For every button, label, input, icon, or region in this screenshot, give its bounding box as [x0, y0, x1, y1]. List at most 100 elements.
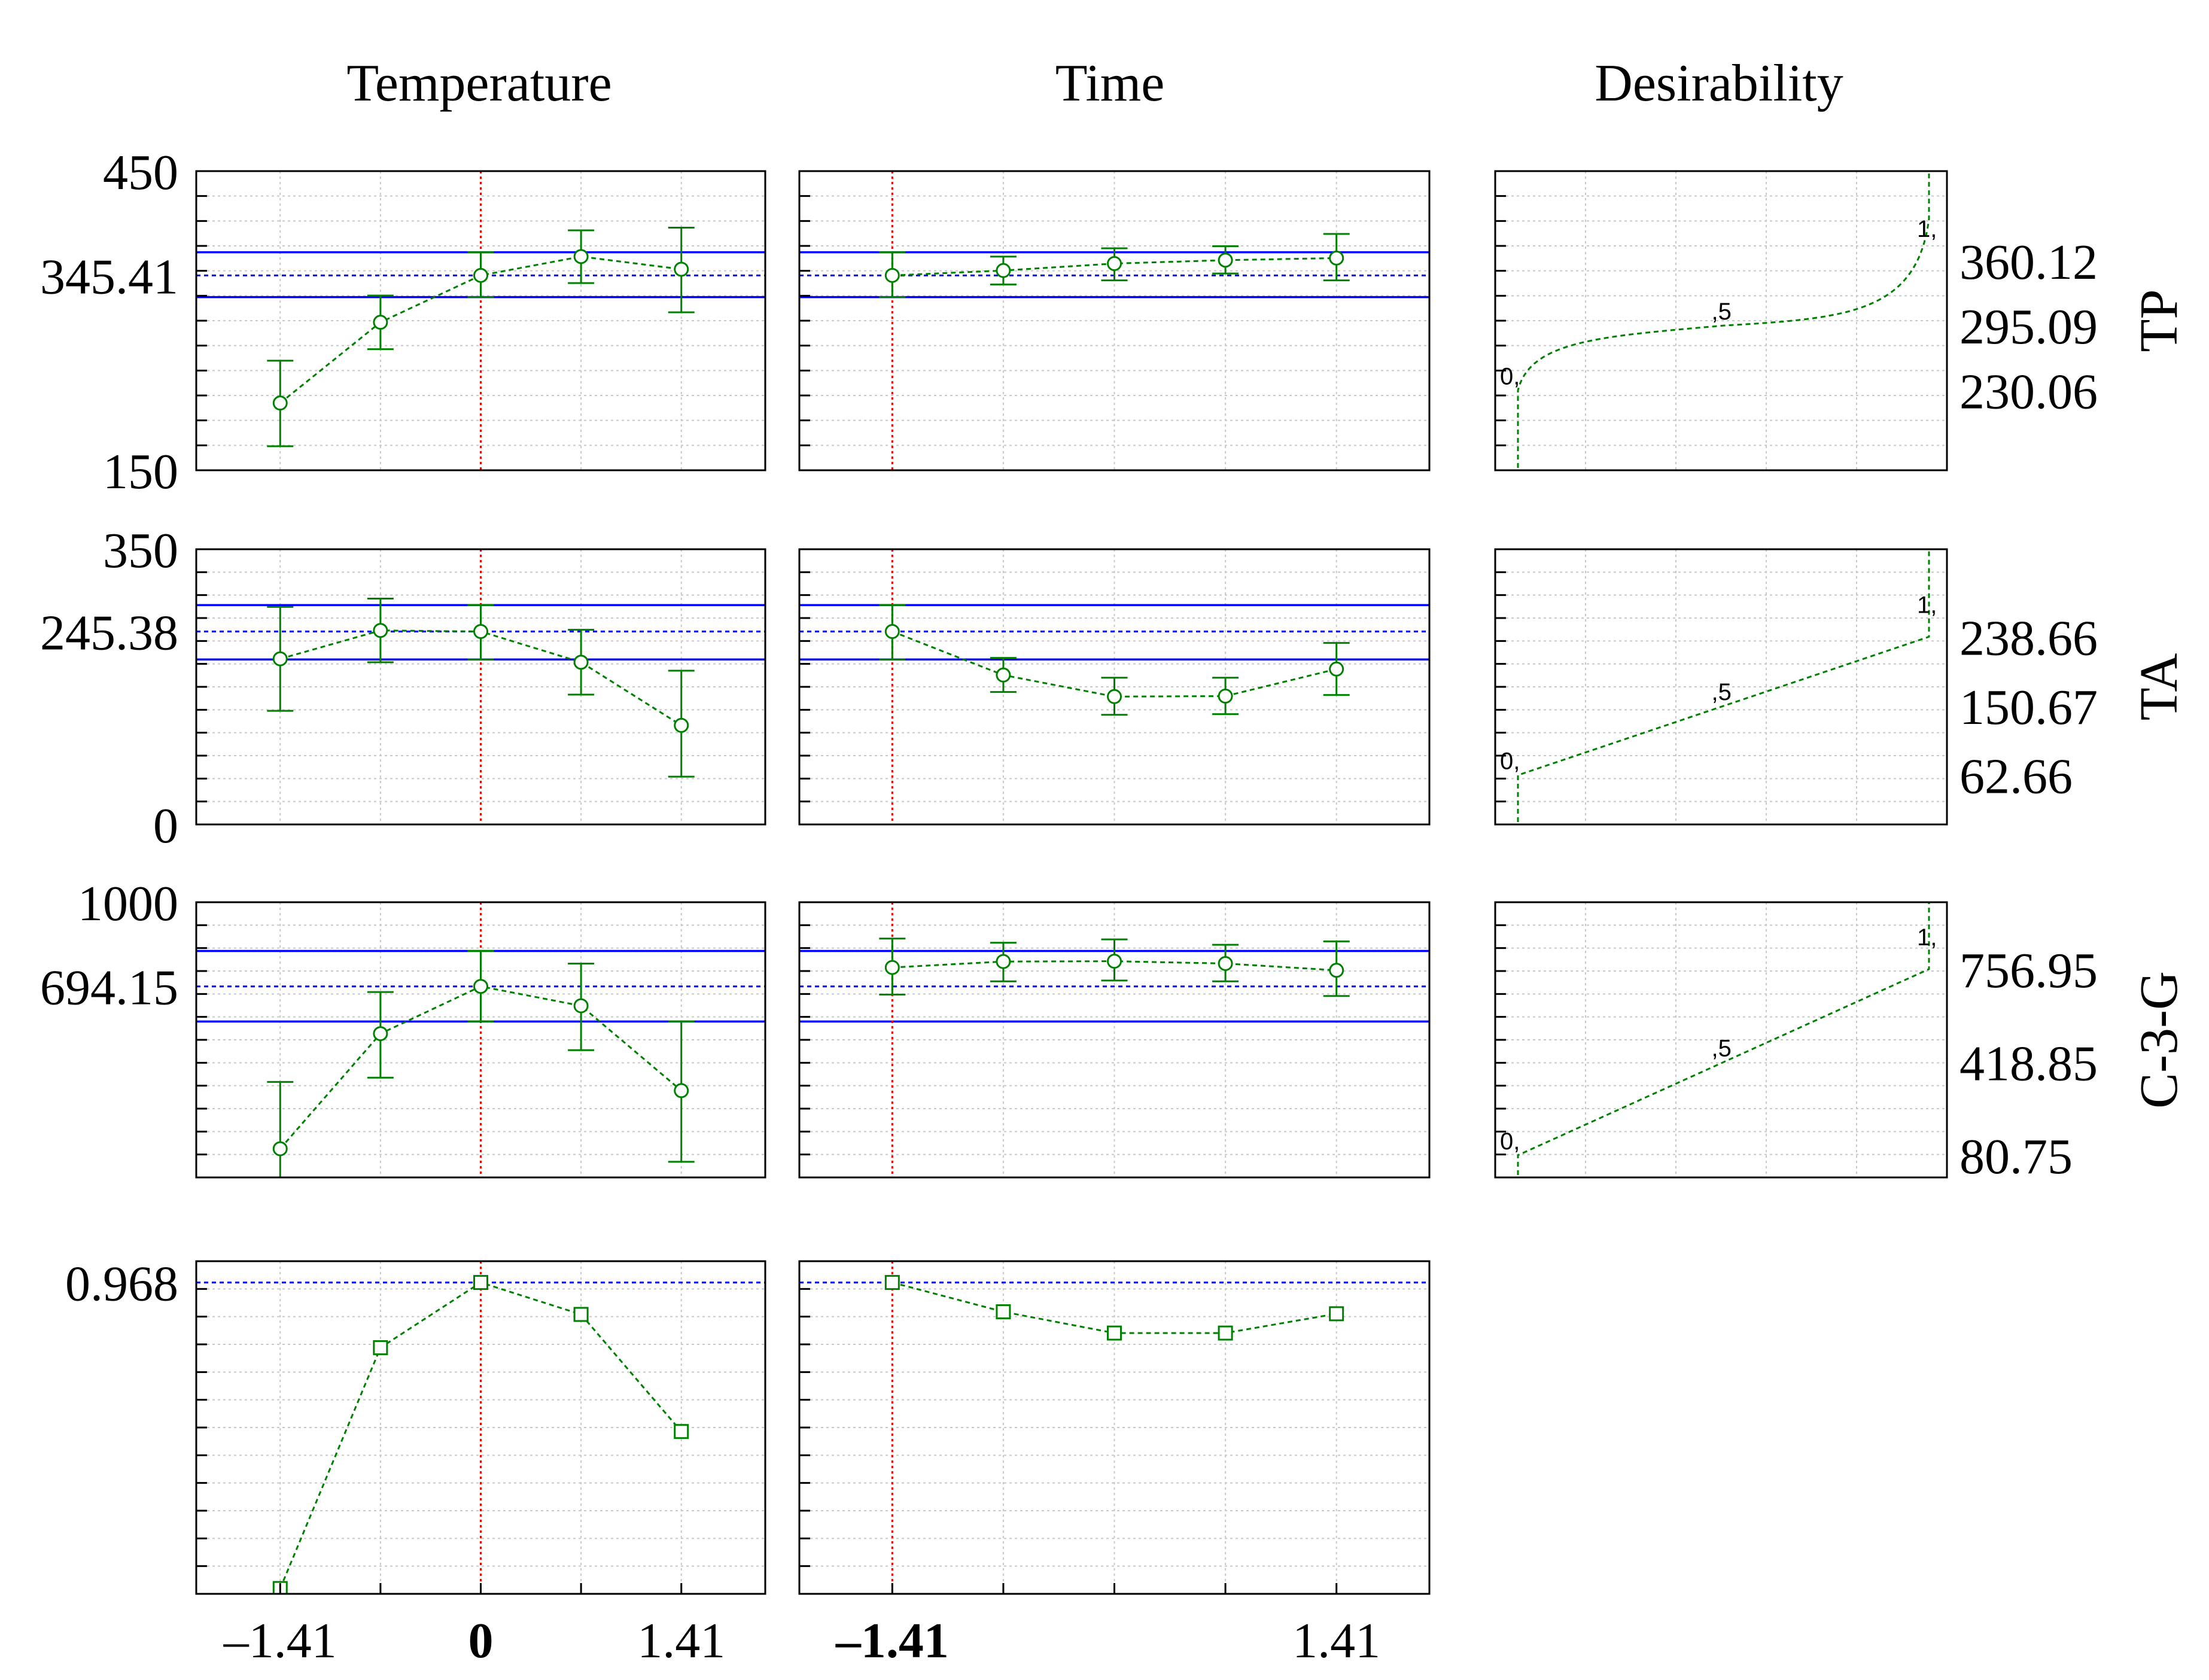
desirability-curve — [1517, 902, 1930, 1177]
panel-content — [196, 171, 765, 470]
panel-frame — [798, 170, 1431, 471]
y-tick-label: 450 — [103, 145, 178, 200]
panel-ta-time — [798, 548, 1431, 826]
y-tick-label: 0.968 — [65, 1256, 178, 1312]
y-tick-label: 0 — [153, 798, 178, 854]
panel-frame — [1494, 901, 1948, 1179]
y-tick-marks — [799, 1288, 810, 1568]
x-tick-label: 1.41 — [1292, 1613, 1380, 1669]
desirability-value-label: 80.75 — [1960, 1129, 2073, 1185]
x-tick-label: –1.41 — [223, 1613, 337, 1669]
grid-lines — [196, 171, 765, 470]
data-point — [674, 1083, 689, 1098]
desirability-point — [373, 1340, 388, 1356]
response-name-ta: TA — [2129, 653, 2189, 721]
data-point — [884, 960, 900, 975]
x-tick-label: 1.41 — [637, 1613, 725, 1669]
panel-content — [1495, 171, 1947, 470]
y-axis-labels: 1000 694.15 — [40, 876, 178, 1016]
desirability-value-labels: 360.12 295.09 230.06 — [1960, 235, 2098, 420]
panel-content — [799, 902, 1429, 1177]
response-row-ta: 350 245.38 0 0, ,5 1, 238.66 150.67 62.66 TA — [40, 523, 2189, 854]
data-point — [373, 1026, 388, 1042]
profile-line — [891, 631, 1337, 698]
curve-label-high: 1, — [1917, 924, 1937, 951]
grid-lines — [799, 171, 1429, 470]
desirability-panel-ta: 0, ,5 1, — [1494, 548, 1948, 826]
grid-lines — [196, 549, 765, 824]
desirability-panel-tp: 0, ,5 1, — [1494, 170, 1948, 471]
curve-label-mid: ,5 — [1712, 299, 1732, 325]
data-point — [996, 667, 1011, 683]
desirability-point — [1107, 1325, 1122, 1341]
y-axis-labels: 0.968 — [65, 1256, 178, 1312]
panel-content — [196, 549, 765, 824]
desirability-point — [674, 1424, 689, 1439]
desirability-value-label: 756.95 — [1960, 943, 2098, 999]
desirability-point — [1218, 1325, 1233, 1341]
desirability-point — [473, 1275, 488, 1291]
data-point — [996, 954, 1011, 969]
y-tick-marks — [196, 1288, 207, 1568]
panel-content — [196, 1261, 765, 1594]
response-row-tp: 450 345.41 150 0, ,5 1, 360.12 295.09 230.06 TP — [40, 145, 2189, 500]
data-point — [1329, 661, 1344, 677]
grid-lines — [1495, 171, 1947, 470]
curve-label-low: 0, — [1500, 1128, 1520, 1155]
desirability-value-label: 62.66 — [1960, 749, 2073, 805]
desirability-panel-c-3-g: 0, ,5 1, — [1494, 901, 1948, 1179]
data-point — [272, 651, 288, 666]
desirability-curve — [1517, 171, 1930, 470]
panel-desirability-temperature: –1.41 0 1.41 — [195, 1260, 766, 1669]
y-tick-marks — [1495, 571, 1506, 803]
panel-tp-temperature — [195, 170, 766, 471]
desirability-point — [996, 1304, 1011, 1320]
data-point — [884, 624, 900, 640]
panel-frame — [798, 548, 1431, 826]
panel-content — [1495, 902, 1947, 1177]
data-point — [1107, 954, 1122, 969]
panel-frame — [195, 548, 766, 826]
panel-tp-time — [798, 170, 1431, 471]
desirability-value-labels: 238.66 150.67 62.66 — [1960, 610, 2098, 804]
y-axis-labels: 450 345.41 150 — [40, 145, 178, 500]
panel-c-3-g-temperature — [195, 901, 766, 1179]
data-point — [1218, 955, 1233, 971]
y-tick-label: 694.15 — [40, 960, 178, 1016]
y-tick-marks — [799, 571, 810, 803]
column-header-temperature: Temperature — [346, 54, 611, 112]
desirability-value-label: 150.67 — [1960, 680, 2098, 735]
y-tick-marks — [799, 195, 810, 446]
data-point — [272, 1141, 288, 1156]
desirability-value-label: 295.09 — [1960, 299, 2098, 355]
panel-frame — [798, 901, 1431, 1179]
data-point — [272, 395, 288, 411]
panel-frame — [195, 901, 766, 1179]
desirability-value-label: 230.06 — [1960, 364, 2098, 420]
y-tick-label: 345.41 — [40, 249, 178, 305]
curve-label-mid: ,5 — [1712, 1035, 1732, 1061]
data-point — [1329, 250, 1344, 266]
curve-label-high: 1, — [1917, 592, 1937, 618]
overall-desirability-row: –1.41 0 1.41 –1.41 1.41 0.968 — [65, 1256, 1431, 1669]
y-tick-label: 1000 — [78, 876, 178, 932]
desirability-point — [573, 1307, 589, 1322]
data-point — [473, 624, 488, 640]
data-point — [1218, 689, 1233, 704]
desirability-curve — [1517, 549, 1930, 824]
data-point — [1107, 256, 1122, 271]
data-point — [1329, 963, 1344, 978]
y-tick-marks — [799, 924, 810, 1156]
response-row-c-3-g: 1000 694.15 0, ,5 1, 756.95 418.85 80.75 C-3-G — [40, 876, 2189, 1185]
data-point — [573, 249, 589, 264]
y-tick-label: 245.38 — [40, 605, 178, 661]
panel-content — [799, 1261, 1429, 1594]
desirability-value-label: 418.85 — [1960, 1036, 2098, 1091]
data-point — [373, 623, 388, 638]
panel-ta-temperature — [195, 548, 766, 826]
curve-label-low: 0, — [1500, 364, 1520, 390]
y-tick-label: 150 — [103, 444, 178, 500]
desirability-point — [884, 1275, 900, 1291]
panel-frame — [1494, 170, 1948, 471]
